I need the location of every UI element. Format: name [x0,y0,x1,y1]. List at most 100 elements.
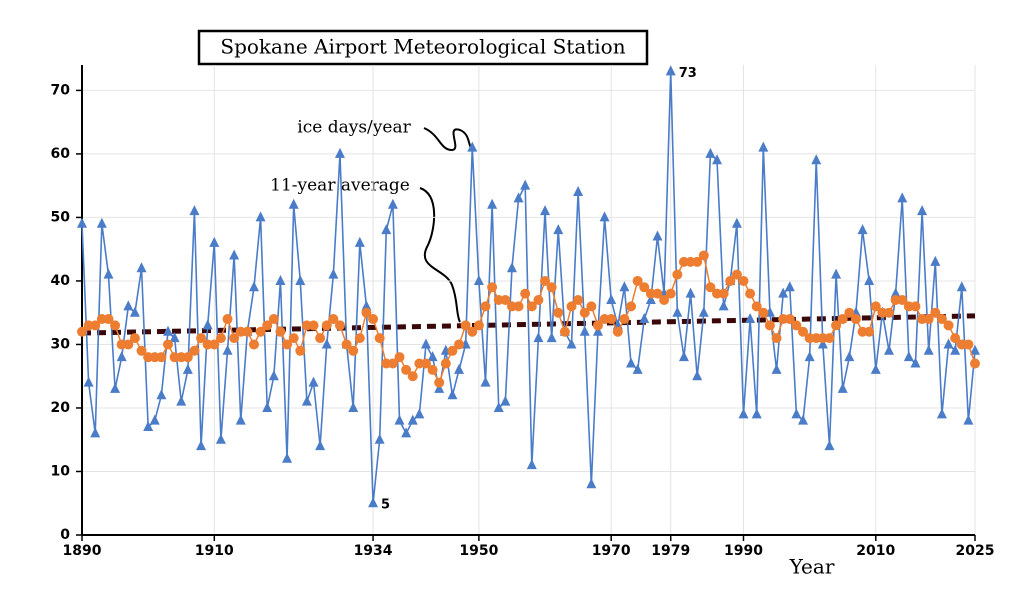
point [731,217,742,228]
point [414,408,425,419]
point [718,300,729,311]
point [242,326,253,337]
data-label: 5 [381,498,390,513]
point [870,301,881,312]
point [592,325,603,336]
point [798,326,809,337]
x-tick-label: 1990 [724,543,763,559]
chart-title: Spokane Airport Meteorological Station [220,35,625,59]
point [745,313,756,324]
x-tick-label: 1950 [459,543,498,559]
point [619,281,630,292]
point [950,344,961,355]
y-tick-label: 20 [51,400,71,416]
leader-line [419,187,461,323]
point [811,154,822,165]
point [970,358,980,369]
point [129,333,140,344]
point [315,440,326,451]
point [678,351,689,362]
point [771,363,782,374]
point [321,338,332,349]
point [665,65,676,76]
point [844,307,855,318]
point [817,338,828,349]
point [639,313,650,324]
point [196,333,207,344]
point [506,262,517,273]
point [837,382,848,393]
point [612,326,623,337]
point [645,294,656,304]
point [321,320,332,331]
point [626,301,637,312]
point [738,408,749,419]
point [553,224,564,235]
point [83,376,94,387]
point [897,192,908,203]
point [473,274,484,285]
point [96,217,107,228]
point [268,314,279,325]
point [652,288,663,299]
point [288,198,299,209]
point [837,314,848,325]
y-tick-label: 40 [51,273,71,289]
point [401,427,412,438]
point [771,333,782,344]
point [176,395,187,406]
point [864,274,875,285]
point [434,382,445,393]
x-tick-label: 1970 [592,543,631,559]
series-annotation: ice days/year [297,118,411,138]
point [910,301,921,312]
point [903,351,914,362]
point [778,287,789,298]
point [526,301,537,312]
point [870,363,881,374]
point [348,401,359,412]
point [374,333,385,344]
point [599,211,610,222]
point [288,333,299,344]
point [566,338,577,349]
series-annotation: 11-year average [270,176,410,196]
point [215,333,226,344]
point [725,275,736,286]
point [209,236,220,247]
point [791,408,802,419]
point [162,325,173,336]
point [407,371,418,382]
point [791,320,802,331]
point [315,333,326,344]
point [354,236,365,247]
point [493,401,504,412]
point [103,268,114,279]
point [328,314,339,325]
point [235,414,246,425]
point [579,325,590,336]
point [857,224,868,235]
x-tick-label: 2025 [956,543,995,559]
point [222,314,233,325]
point [692,370,703,381]
x-tick-label: 1910 [195,543,234,559]
point [705,147,716,158]
point [579,307,590,318]
point [936,408,947,419]
point [546,282,557,293]
point [890,287,901,298]
x-tick-label: 1934 [354,543,393,559]
point [672,306,683,317]
point [255,326,266,337]
x-tick-label: 1979 [651,543,690,559]
point [467,326,478,337]
point [540,205,551,216]
x-tick-label: 2010 [856,543,895,559]
point [374,433,385,444]
point [930,255,941,266]
point [943,338,954,349]
point [897,295,908,305]
point [784,314,795,325]
